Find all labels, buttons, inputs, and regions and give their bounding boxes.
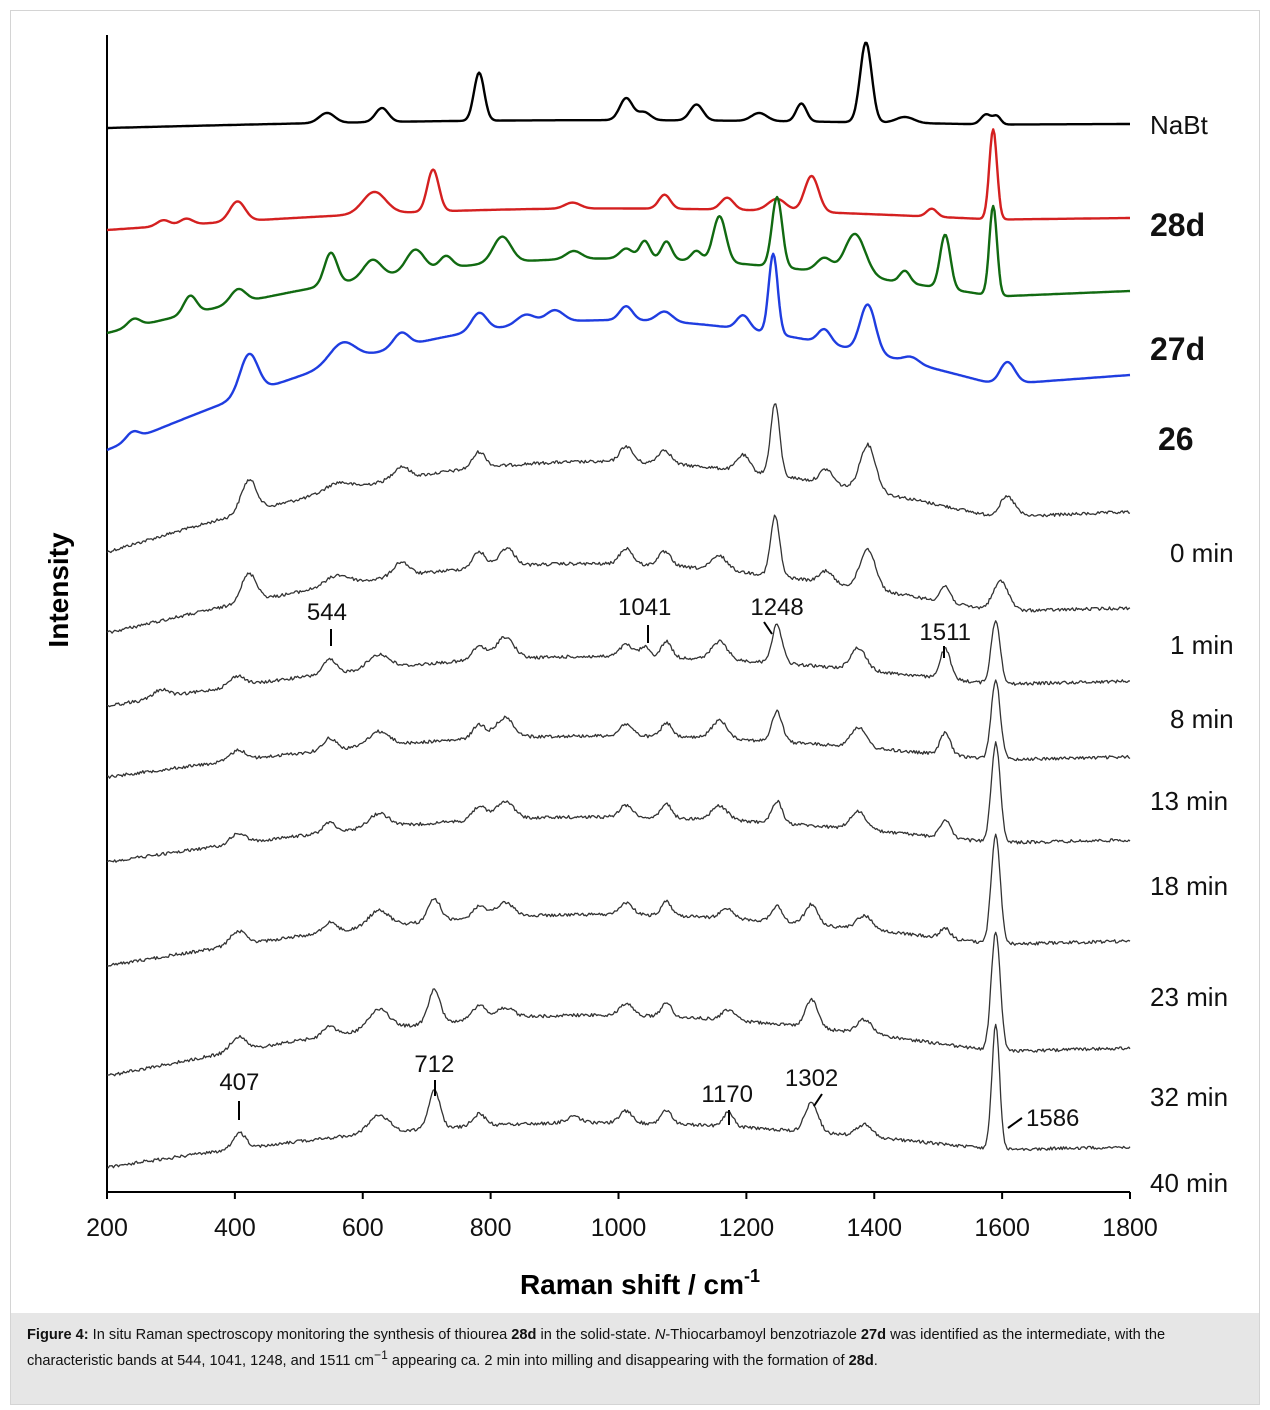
annotation-tick bbox=[813, 1093, 823, 1107]
caption-label: Figure 4: bbox=[27, 1327, 89, 1343]
series-label: 0 min bbox=[1170, 538, 1234, 568]
peak-annotation: 1170 bbox=[701, 1081, 753, 1108]
spectrum-line bbox=[106, 403, 1131, 554]
spectrum-line bbox=[106, 195, 1131, 335]
raman-chart: 200 400 600 800 1000 1200 1400 1600 1800 NaBt 28d… bbox=[43, 35, 1234, 1300]
spectrum-line bbox=[107, 931, 1131, 1077]
spectrum-line bbox=[106, 620, 1131, 708]
caption-text: -Thiocarbamoyl benzotriazole bbox=[665, 1327, 861, 1343]
annotation-group: 544 1041 1248 1511 407 712 1170 1302 1586 bbox=[219, 594, 1079, 1132]
spectrum-line bbox=[106, 679, 1131, 779]
caption-text: In situ Raman spectroscopy monitoring th… bbox=[88, 1327, 512, 1343]
x-tick-label: 400 bbox=[214, 1214, 256, 1242]
caption-text: was identified as the intermediate, with… bbox=[27, 1327, 1166, 1369]
series-label: 18 min bbox=[1150, 871, 1228, 901]
peak-annotation: 407 bbox=[219, 1069, 259, 1096]
series-label: 13 min bbox=[1150, 786, 1228, 816]
caption-compound: 27d bbox=[860, 1327, 887, 1343]
series-label: 27d bbox=[1150, 331, 1205, 367]
series-label: 32 min bbox=[1150, 1082, 1228, 1112]
peak-annotation: 1041 bbox=[618, 594, 671, 621]
caption-compound: 28d bbox=[511, 1327, 537, 1343]
spectrum-line bbox=[106, 833, 1131, 967]
spectrum-line bbox=[106, 741, 1131, 863]
series-label: 8 min bbox=[1170, 704, 1234, 734]
x-tick-label: 1600 bbox=[974, 1214, 1030, 1242]
spectra-group bbox=[106, 41, 1131, 1169]
x-tick-label: 200 bbox=[86, 1214, 128, 1242]
spectrum-line bbox=[106, 128, 1130, 232]
series-label: 23 min bbox=[1150, 982, 1228, 1012]
x-tick-label: 1400 bbox=[846, 1214, 902, 1242]
caption-italic: N bbox=[654, 1327, 666, 1343]
series-label: NaBt bbox=[1150, 110, 1209, 140]
x-tick-label: 1200 bbox=[719, 1214, 775, 1242]
caption-text: in the solid-state. bbox=[536, 1327, 655, 1343]
peak-annotation: 544 bbox=[307, 599, 347, 626]
annotation-tick bbox=[1007, 1117, 1023, 1129]
figure-caption: Figure 4: In situ Raman spectroscopy mon… bbox=[11, 1313, 1259, 1404]
x-axis-label-superscript: -1 bbox=[744, 1266, 760, 1286]
figure-frame bbox=[10, 10, 1260, 1405]
series-label: 1 min bbox=[1170, 630, 1234, 660]
spectrum-line bbox=[106, 1023, 1131, 1169]
x-tick-group: 200 400 600 800 1000 1200 1400 1600 1800 bbox=[86, 1192, 1158, 1242]
series-label: 28d bbox=[1150, 207, 1205, 243]
series-label: 26 bbox=[1158, 421, 1194, 457]
series-label: 40 min bbox=[1150, 1168, 1228, 1198]
peak-annotation: 1586 bbox=[1026, 1105, 1079, 1132]
caption-text: . bbox=[873, 1352, 878, 1369]
x-tick-label: 1000 bbox=[591, 1214, 647, 1242]
peak-annotation: 712 bbox=[414, 1051, 454, 1078]
peak-annotation: 1248 bbox=[750, 594, 803, 621]
annotation-tick bbox=[763, 621, 773, 635]
x-tick-label: 600 bbox=[342, 1214, 384, 1242]
peak-annotation: 1302 bbox=[785, 1065, 838, 1092]
caption-compound: 28d bbox=[848, 1352, 874, 1369]
spectrum-line bbox=[107, 41, 1130, 130]
spectrum-line bbox=[106, 514, 1131, 634]
x-tick-label: 1800 bbox=[1102, 1214, 1158, 1242]
peak-annotation: 1511 bbox=[919, 619, 971, 646]
spectrum-line bbox=[106, 252, 1131, 452]
series-label-group: NaBt 28d 27d 26 0 min 1 min 8 min 13 min 18 min 2… bbox=[1150, 110, 1234, 1198]
caption-superscript: −1 bbox=[373, 1348, 388, 1362]
x-tick-label: 800 bbox=[470, 1214, 512, 1242]
caption-text: appearing ca. 2 min into milling and dis… bbox=[387, 1352, 849, 1369]
x-axis-label: Raman shift / cm-1 bbox=[520, 1266, 760, 1300]
y-axis-label: Intensity bbox=[43, 532, 74, 648]
